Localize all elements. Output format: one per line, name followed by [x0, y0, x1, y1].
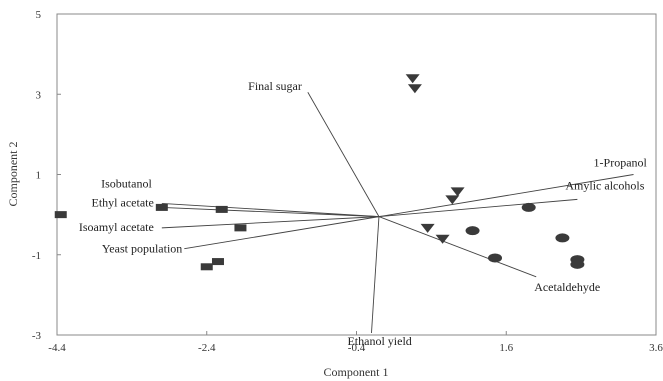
y-tick-label: -3 — [32, 330, 42, 342]
square-marker — [200, 263, 213, 271]
loading-vector-label: Isoamyl acetate — [79, 220, 154, 234]
ellipse-marker — [555, 233, 570, 243]
loading-vector-line — [378, 216, 537, 278]
ellipse-marker — [465, 226, 480, 236]
triangle-marker — [407, 84, 422, 94]
axis-ticks: -4.4 -2.4 -0.4 1.6 3.6 -3 -1 1 3 5 — [32, 9, 663, 354]
loading-vector-line — [378, 174, 634, 218]
triangle-marker — [435, 234, 450, 244]
ellipse-marker — [570, 259, 585, 269]
loading-vector-label: Amylic alcohols — [565, 178, 644, 192]
loading-vector-label: Ethanol yield — [347, 334, 411, 348]
square-marker — [234, 224, 247, 232]
y-tick-label: 3 — [36, 89, 42, 101]
square-marker — [155, 203, 168, 211]
triangle-marker — [405, 74, 420, 84]
y-tick-label: -1 — [32, 250, 41, 262]
loading-vector-label: Acetaldehyde — [534, 280, 600, 294]
loading-vector-label: Isobutanol — [101, 176, 152, 190]
x-tick-label: -4.4 — [48, 342, 66, 354]
loading-vectors: Final sugar 1-Propanol Amylic alcohols Isob… — [79, 79, 648, 348]
x-axis-title: Component 1 — [324, 365, 389, 379]
square-marker — [211, 258, 224, 266]
triangle-marker — [420, 223, 435, 233]
x-tick-label: -2.4 — [198, 342, 216, 354]
loading-vector-label: 1-Propanol — [594, 156, 648, 170]
loading-vector-line — [161, 206, 379, 218]
ellipse-marker — [488, 253, 503, 263]
loading-vector-line — [161, 202, 379, 218]
loading-vector-line — [184, 216, 380, 250]
square-marker — [54, 211, 67, 219]
score-points — [54, 74, 585, 271]
x-tick-label: 3.6 — [649, 342, 663, 354]
ellipse-marker — [521, 202, 536, 212]
y-tick-label: 1 — [36, 170, 42, 182]
loading-vector-label: Yeast population — [102, 242, 182, 256]
x-tick-label: -0.4 — [348, 342, 366, 354]
loading-vector-line — [161, 216, 379, 229]
y-axis-title: Component 2 — [6, 142, 20, 207]
square-marker — [215, 205, 228, 213]
triangle-marker — [450, 187, 465, 197]
loading-vector-label: Final sugar — [248, 79, 302, 93]
x-tick-label: 1.6 — [499, 342, 513, 354]
loading-vector-line — [371, 216, 380, 334]
y-tick-label: 5 — [36, 9, 42, 21]
loading-vector-label: Ethyl acetate — [92, 195, 154, 209]
triangle-marker — [445, 195, 460, 205]
loading-vector-line — [378, 198, 578, 218]
loading-vector-line — [307, 92, 380, 217]
